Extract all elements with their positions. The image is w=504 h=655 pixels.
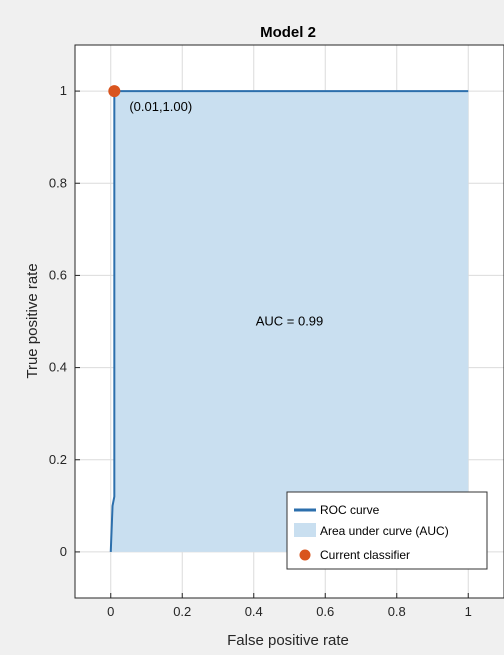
y-tick-label-3: 0.6 bbox=[49, 267, 67, 282]
x-tick-label-1: 0.2 bbox=[173, 604, 191, 619]
y-tick-label-1: 0.2 bbox=[49, 452, 67, 467]
y-tick-label-5: 1 bbox=[60, 83, 67, 98]
y-axis-label: True positive rate bbox=[24, 263, 41, 378]
y-tick-label-2: 0.4 bbox=[49, 360, 67, 375]
x-ticks: 0 0.2 0.4 0.6 0.8 1 bbox=[107, 593, 472, 619]
auc-annotation: AUC = 0.99 bbox=[256, 314, 324, 329]
roc-curve-line bbox=[109, 90, 469, 552]
current-classifier-label: (0.01,1.00) bbox=[129, 99, 192, 114]
legend-auc-swatch bbox=[294, 523, 316, 537]
x-tick-label-5: 1 bbox=[465, 604, 472, 619]
axes-box bbox=[74, 44, 504, 599]
x-tick-label-2: 0.4 bbox=[245, 604, 263, 619]
legend-classifier-swatch bbox=[299, 549, 311, 561]
legend-classifier-label: Current classifier bbox=[320, 548, 410, 562]
auc-area bbox=[110, 91, 469, 552]
legend-box bbox=[286, 491, 488, 570]
chart-title: Model 2 bbox=[260, 24, 316, 41]
current-classifier-marker bbox=[108, 85, 121, 98]
legend-auc-label: Area under curve (AUC) bbox=[320, 524, 449, 538]
x-tick-label-3: 0.6 bbox=[316, 604, 334, 619]
y-ticks: 0 0.2 0.4 0.6 0.8 1 bbox=[49, 83, 80, 559]
x-tick-label-4: 0.8 bbox=[388, 604, 406, 619]
legend: ROC curve Area under curve (AUC) Current… bbox=[286, 491, 488, 570]
legend-roc-label: ROC curve bbox=[320, 503, 380, 517]
x-axis-label: False positive rate bbox=[227, 632, 349, 649]
y-tick-label-4: 0.8 bbox=[49, 175, 67, 190]
x-tick-label-0: 0 bbox=[107, 604, 114, 619]
y-tick-label-0: 0 bbox=[60, 544, 67, 559]
